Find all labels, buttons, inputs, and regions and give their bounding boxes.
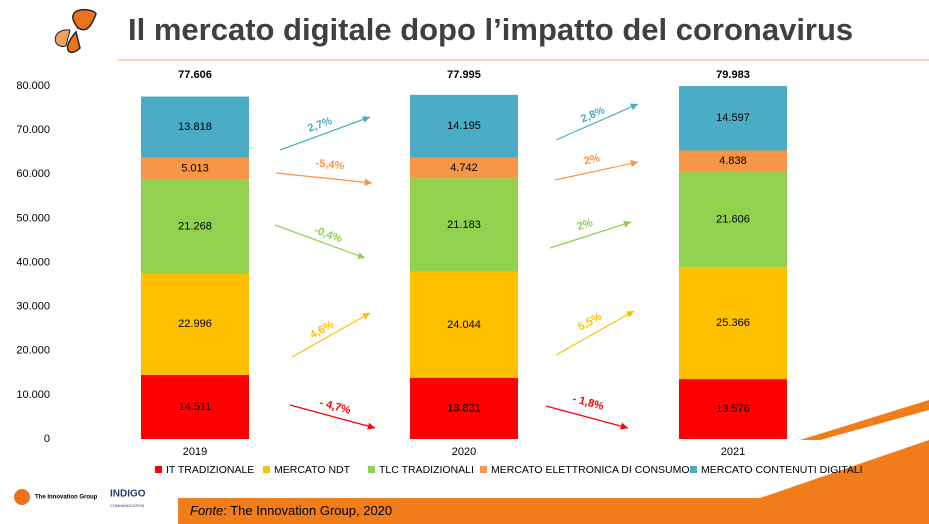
data-label: 5.013 [181,163,209,175]
legend-swatch [155,466,162,473]
growth-label: 2% [576,217,595,233]
growth-label: 2% [583,152,601,167]
legend-label: MERCATO ELETTRONICA DI CONSUMO [491,464,690,476]
data-label: 21.606 [716,213,750,225]
growth-arrow [555,103,639,141]
data-label: 21.183 [447,219,481,231]
footer-source: Fonte: The Innovation Group, 2020 [190,503,392,518]
bar-segment [410,271,518,378]
bar-segment [410,377,518,439]
data-label: 22.996 [178,318,212,330]
data-label: 13.831 [447,402,481,414]
total-label: 77.995 [447,69,481,81]
butterfly [54,9,97,53]
y-tick-label: 10.000 [16,389,50,401]
data-label: 21.268 [178,220,212,232]
bar-segment [141,96,249,158]
bar-segment [410,94,518,158]
growth-arrow [275,172,373,186]
deco-stripe [760,440,929,498]
data-label: 14.597 [716,112,750,124]
bar-segment [141,179,249,274]
growth-label: - 1,8% [571,393,605,413]
bar-segment [141,273,249,375]
x-tick-label: 2019 [183,446,207,458]
growth-label: 4,6% [308,318,336,341]
growth-arrow [555,310,635,356]
y-tick-label: 60.000 [16,168,50,180]
source-label: Fonte [190,503,223,518]
logo-right: INDIGO [110,489,146,500]
growth-arrow [291,312,371,358]
data-label: 13.576 [716,403,750,415]
growth-arrow [554,160,639,181]
growth-arrow [279,116,371,151]
legend-swatch [263,466,270,473]
legend-label: MERCATO NDT [274,464,351,476]
bar-segment [410,178,518,272]
legend-label: IT TRADIZIONALE [166,464,254,476]
data-label: 14.511 [179,401,212,413]
footer-bar [178,498,929,524]
bar-segment [679,150,787,172]
logo-left: The Innovation Group [35,495,98,501]
bar-segment [679,86,787,151]
deco-stripe [800,400,929,440]
y-tick-label: 0 [44,433,50,445]
legend-swatch [368,466,375,473]
data-label: 13.818 [178,121,212,133]
growth-arrow [549,220,632,249]
growth-label: -5,4% [315,157,345,172]
data-label: 24.044 [447,319,481,331]
bar-segment [679,171,787,268]
data-label: 25.366 [716,317,750,329]
x-tick-label: 2020 [452,446,476,458]
y-tick-label: 20.000 [16,345,50,357]
x-tick-label: 2021 [721,446,745,458]
logo-mark [14,489,30,505]
total-label: 79.983 [716,69,750,81]
chart-title: Il mercato digitale dopo l’impatto del c… [128,12,853,47]
y-tick-label: 80.000 [16,80,50,92]
growth-arrow [545,405,629,430]
data-label: 4.742 [450,162,478,174]
legend-label: MERCATO CONTENUTI DIGITALI [701,464,863,476]
bar-segment [679,267,787,380]
data-label: 14.195 [447,120,481,132]
logo-right-sub: COMMUNICATION [110,503,144,508]
y-tick-label: 30.000 [16,301,50,313]
growth-label: -0,4% [312,224,343,245]
growth-arrow [274,224,366,259]
growth-arrow [289,404,376,430]
y-tick-label: 40.000 [16,256,50,268]
legend-label: TLC TRADIZIONALI [379,464,474,476]
data-label: 4.838 [719,155,747,167]
source-text: : The Innovation Group, 2020 [223,503,392,518]
growth-label: 2,8% [579,104,607,125]
bar-segment [679,379,787,439]
bar-segment [410,157,518,179]
total-label: 77.606 [178,69,212,81]
legend-swatch [690,466,697,473]
y-tick-label: 70.000 [16,124,50,136]
legend-swatch [480,466,487,473]
bar-segment [141,374,249,439]
y-tick-label: 50.000 [16,212,50,224]
bar-segment [141,157,249,180]
